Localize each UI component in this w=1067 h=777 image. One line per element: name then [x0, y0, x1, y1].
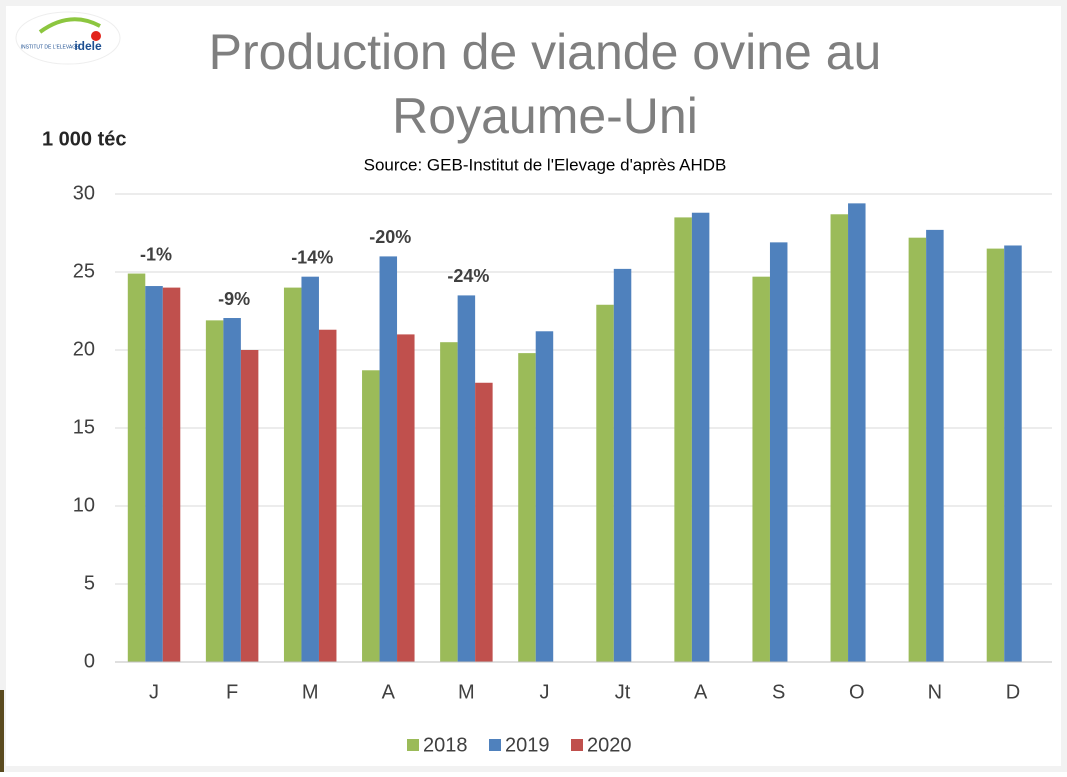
annotation: -9% [218, 289, 250, 309]
y-axis-label: 1 000 téc [42, 128, 127, 150]
annotation: -24% [447, 266, 489, 286]
chart-title: Production de viande ovine au [209, 24, 882, 80]
bar [240, 350, 259, 662]
bar [283, 287, 302, 662]
legend-swatch [489, 739, 501, 751]
bar [475, 382, 493, 662]
y-tick-label: 20 [73, 338, 95, 360]
bar [674, 217, 692, 662]
bar [535, 331, 554, 662]
logo-small: INSTITUT DE L'ELEVAGE [21, 44, 81, 50]
y-tick-label: 5 [84, 572, 95, 594]
x-tick-label: F [226, 681, 238, 703]
bar [986, 248, 1005, 662]
x-tick-label: A [382, 681, 396, 703]
bar [518, 353, 536, 662]
bar [362, 370, 380, 662]
edge-decoration [0, 690, 4, 772]
y-tick-label: 10 [73, 494, 95, 516]
x-tick-label: Jt [615, 681, 631, 703]
legend-label: 2020 [587, 734, 632, 756]
x-tick-label: O [849, 681, 865, 703]
logo-swoosh [38, 17, 101, 34]
x-tick-label: M [458, 681, 475, 703]
bar [440, 342, 458, 662]
bar [379, 256, 398, 662]
legend-label: 2019 [505, 734, 550, 756]
x-tick-label: S [772, 681, 785, 703]
chart-subtitle: Source: GEB-Institut de l'Elevage d'aprè… [364, 155, 727, 174]
annotation: -20% [369, 227, 411, 247]
y-tick-label: 0 [84, 650, 95, 672]
x-tick-label: M [302, 681, 319, 703]
logo: INSTITUT DE L'ELEVAGE idele [15, 11, 121, 65]
x-tick-label: A [694, 681, 708, 703]
bar [691, 212, 710, 662]
y-tick-label: 25 [73, 260, 95, 282]
bar [318, 329, 337, 662]
bar [769, 242, 788, 663]
bar [830, 214, 849, 662]
x-tick-label: N [928, 681, 942, 703]
bar [926, 229, 944, 662]
legend-swatch [407, 739, 419, 751]
bar [752, 276, 770, 662]
x-tick-label: J [149, 681, 159, 703]
x-tick-label: J [539, 681, 549, 703]
bar [908, 237, 927, 662]
bar [145, 286, 163, 662]
bar [205, 320, 224, 662]
y-tick-label: 15 [73, 416, 95, 438]
bar [397, 334, 415, 662]
y-tick-label: 30 [73, 182, 95, 204]
chart-title: Royaume-Uni [392, 88, 698, 144]
bar [848, 203, 866, 663]
x-tick-label: D [1006, 681, 1020, 703]
bar [1004, 245, 1022, 663]
bar [613, 268, 632, 662]
logo-dot [91, 31, 101, 41]
bar [162, 287, 181, 662]
annotation: -14% [291, 247, 333, 267]
legend-swatch [571, 739, 583, 751]
logo-brand: idele [74, 39, 102, 53]
bar [127, 273, 146, 662]
bar [457, 295, 476, 662]
legend-label: 2018 [423, 734, 468, 756]
bar [301, 276, 319, 662]
bar [223, 318, 241, 662]
bar [596, 304, 614, 662]
annotation: -1% [140, 244, 172, 264]
